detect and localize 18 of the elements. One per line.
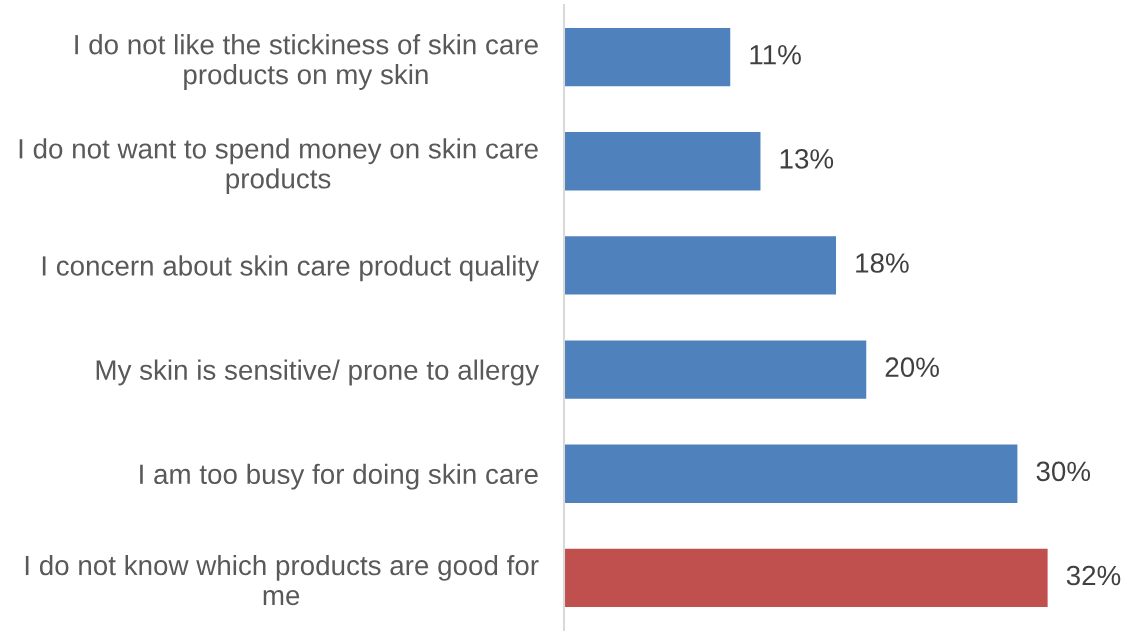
y-tick-label: I do not know which products are good for me — [25, 554, 539, 606]
data-label: 30% — [1036, 461, 1091, 482]
y-tick-label: My skin is sensitive/ prone to allergy — [96, 359, 539, 386]
y-tick-label: I do not like the stickiness of skin care products on my skin — [75, 34, 538, 90]
bar — [564, 236, 837, 295]
data-label: 11% — [750, 44, 801, 65]
bar — [564, 132, 761, 191]
bar — [564, 27, 731, 87]
y-tick-label: I am too busy for doing skin care — [140, 463, 538, 490]
data-label: 32% — [1066, 565, 1121, 586]
data-label: 18% — [856, 253, 909, 273]
y-tick-label: I do not want to spend money on skin care products — [19, 138, 538, 195]
bar — [564, 548, 1048, 608]
bar — [564, 340, 867, 399]
y-tick-label: I concern about skin care product quality — [42, 255, 539, 282]
data-label: 20% — [885, 357, 939, 378]
bar — [564, 444, 1018, 503]
data-label: 13% — [780, 149, 834, 169]
